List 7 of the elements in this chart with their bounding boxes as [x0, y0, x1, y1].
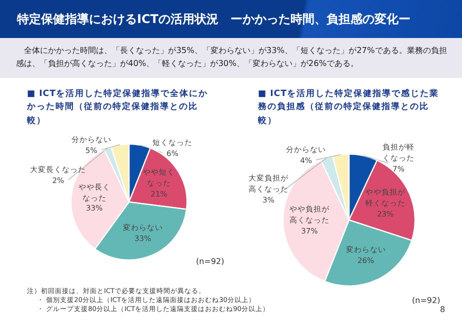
chart-title: ■ ICTを活用した特定保健指導で全体にかかった時間（従前の特定保健指導との比較） [27, 88, 209, 128]
text: 全体にかかった時間は、「長くなった」が35%、「変わらない」が33%、「短くなった」が27%である。業務の負担感は、「負担が高くなった」が40%、「軽くなった」が30%、「変わらない」が26%である。 [16, 44, 448, 70]
text: 特定保健指導におけるICTの活用状況 ーかかった時間、負担感の変化ー [17, 11, 412, 28]
text: (n=92) [196, 257, 224, 266]
text: 8 [440, 305, 446, 314]
chart-title: ■ ICTを活用した特定保健指導で感じた業務の負担感（従前の特定保健指導との比較） [258, 88, 440, 128]
text: (n=92) [412, 296, 440, 305]
